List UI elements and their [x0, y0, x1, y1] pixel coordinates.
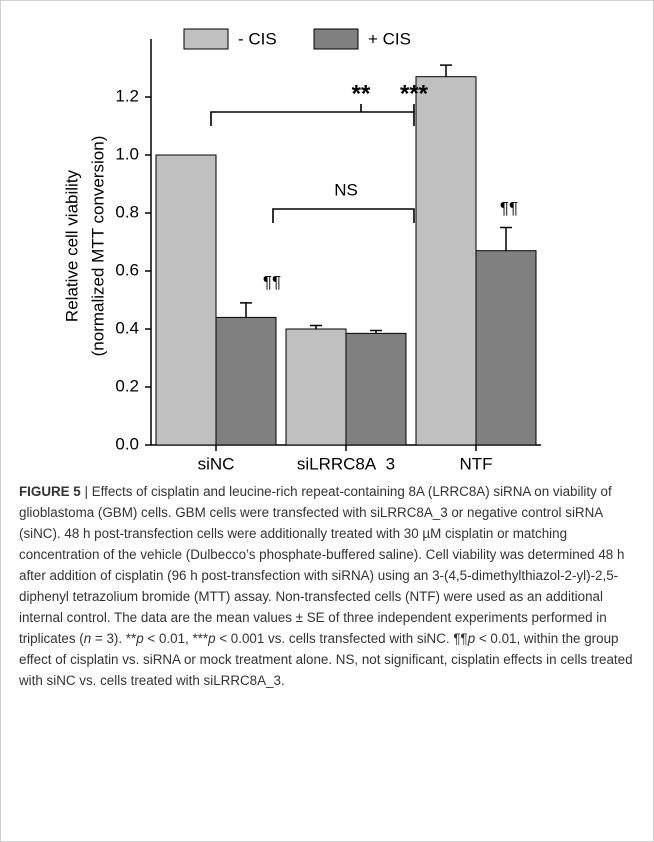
- legend-swatch: [313, 28, 359, 50]
- caption-text: p: [208, 631, 216, 646]
- caption-text: < 0.01, within the group effect of cispl…: [19, 631, 633, 688]
- legend-label: - CIS: [238, 29, 277, 48]
- bar: [475, 250, 537, 446]
- y-axis-label: Relative cell viability: [62, 169, 81, 322]
- error-bar: [310, 324, 322, 329]
- caption-text: < 0.01, ***: [143, 631, 209, 646]
- caption-text: < 0.001 vs. cells transfected with siNC.…: [215, 631, 468, 646]
- x-tick-label: NTF: [459, 454, 492, 471]
- annotation: ¶¶: [263, 272, 281, 291]
- legend-swatch: [183, 28, 229, 50]
- y-tick-label: 0.0: [115, 434, 139, 453]
- annotation: **: [352, 80, 371, 107]
- annotation: ¶¶: [500, 198, 518, 217]
- y-tick-label: 0.4: [115, 318, 139, 337]
- bar: [345, 332, 407, 446]
- significance-brackets: [210, 104, 415, 223]
- figure-caption: FIGURE 5 | Effects of cisplatin and leuc…: [19, 481, 637, 691]
- error-bar: [440, 64, 452, 77]
- annotation: ***: [400, 80, 429, 107]
- caption-text: | Effects of cisplatin and leucine-rich …: [19, 484, 625, 646]
- x-tick-label: siLRRC8A_3: [297, 454, 395, 471]
- y-tick-label: 0.2: [115, 376, 139, 395]
- error-bar: [240, 302, 252, 318]
- y-tick-label: 0.8: [115, 202, 139, 221]
- error-bar: [370, 329, 382, 334]
- bar: [215, 316, 277, 446]
- y-tick-label: 1.0: [115, 144, 139, 163]
- caption-text: = 3). **: [91, 631, 137, 646]
- caption-text: p: [136, 631, 144, 646]
- bar: [155, 154, 217, 446]
- annotation: NS: [334, 180, 358, 199]
- error-bar: [500, 226, 512, 251]
- y-axis-label: (normalized MTT conversion): [88, 136, 107, 357]
- x-tick-label: siNC: [198, 454, 235, 471]
- chart: 0.0 0.2 0.4 0.6 0.8 1.0 1.2 Relative cell viabi…: [62, 28, 541, 471]
- bar: [415, 76, 477, 446]
- legend-label: + CIS: [368, 29, 411, 48]
- caption-text: p: [467, 631, 476, 646]
- caption-label: FIGURE 5: [19, 484, 81, 499]
- y-tick-label: 0.6: [115, 260, 139, 279]
- bar: [285, 328, 347, 446]
- caption-text: n: [83, 631, 92, 646]
- y-tick-label: 1.2: [115, 86, 139, 105]
